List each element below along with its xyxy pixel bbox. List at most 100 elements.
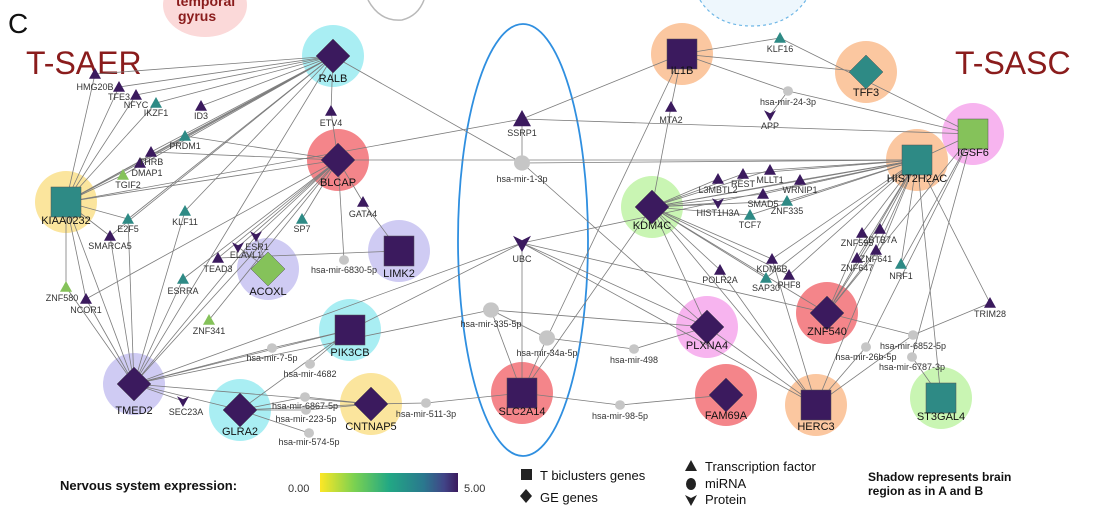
legend-max: 5.00 [464,483,485,495]
node-label-tcf7: TCF7 [739,220,762,230]
edge-kdm4c-znf540 [651,206,828,314]
edge-tmed2-glra2 [133,383,241,411]
node-label-igsf6: IGSF6 [957,147,989,159]
node-label-phf8: PHF8 [777,280,800,290]
brain-outline-shape [367,0,425,21]
node-label-kdm5b: KDM5B [756,264,787,274]
edge-kdm4c-rest [651,173,744,208]
edge-trim28-hsa-mir-6852-5p [912,302,991,336]
edge-kdm4c-polr2a [651,206,721,271]
edge-igsf6-nrf1 [900,133,974,265]
node-hsa-mir-574-5p [304,428,314,438]
edge-tmed2-klf11 [133,210,186,385]
edge-kdm4c-herc3 [651,206,817,406]
edge-ralb-tmed2 [133,55,334,385]
group-label-left: T-SAER [26,45,142,81]
edge-blcap-kiaa0232 [65,159,339,203]
node-label-etv4: ETV4 [320,118,343,128]
node-esr1 [250,231,262,242]
edge-slc2a14-kdm4c [521,206,653,394]
node-hist2h2ac [901,144,933,176]
node-glra2 [222,392,258,428]
node-label-elavl1: ELAVL1 [230,250,262,260]
edge-igsf6-hsa-mir-26b-5p [865,133,974,348]
node-hsa-mir-26b-5p [861,342,871,352]
edge-ralb-tgif2 [122,55,334,176]
node-tcf7 [744,209,756,220]
node-elavl1 [232,242,244,253]
node-rest [737,168,749,179]
node-label-hsa-mir-335-5p: hsa-mir-335-5p [460,319,521,329]
node-polr2a [714,264,726,275]
group-label-right: T-SASC [955,45,1071,81]
edge-hist2h2ac-herc3 [815,159,918,406]
edge-tmed2-ubc [133,242,523,385]
temporal-caption-line1: temporal [176,0,235,9]
node-prdm1 [179,130,191,141]
node-e2f5 [122,213,134,224]
node-label-hsa-mir-511-3p: hsa-mir-511-3p [396,409,456,419]
node-label-hsa-mir-498: hsa-mir-498 [610,355,658,365]
edge-ralb-klf11 [184,55,334,212]
legend-square-marker [521,469,532,480]
node-label-hmg20b: HMG20B [76,82,113,92]
edge-hsa-mir-1-3p-plxna4 [521,162,708,328]
node-label-hsa-mir-26b-5p: hsa-mir-26b-5p [835,352,896,362]
node-label-nrf1: NRF1 [889,271,913,281]
edge-tmed2-ncor1 [85,298,135,385]
edge-kiaa0232-ikzf1 [65,102,157,203]
edge-tmed2-hsa-mir-335-5p [133,309,492,385]
node-znf341 [203,314,215,325]
edge-kiaa0232-hmg20b [65,73,96,203]
node-label-wrnip1: WRNIP1 [782,185,817,195]
edge-ralb-ikzf1 [155,55,334,104]
edge-ralb-hmg20b [94,55,334,75]
edge-herc3-polr2a [719,269,817,406]
edge-il1b-hsa-mir-34a-5p [546,53,683,339]
node-ubc [513,235,531,252]
node-label-znf341: ZNF341 [193,326,226,336]
edge-tmed2-e2f5 [127,218,135,385]
node-herc3 [800,389,832,421]
node-hsa-mir-6867-5p [300,392,310,402]
node-app [764,110,776,121]
node-label-l3mbtl2: L3MBTL2 [698,185,737,195]
node-ralb [315,38,351,74]
dashed-outline-shape [699,0,807,27]
node-kdm5b [766,253,778,264]
node-mllt1 [764,164,776,175]
edge-ubc-znf540 [521,242,828,314]
edge-kiaa0232-prdm1 [65,135,186,203]
node-dmap1 [134,157,146,168]
edge-blcap-hsa-mir-6830-5p [337,159,345,261]
node-tgif2 [117,169,129,180]
edge-znf540-znf595 [826,232,863,314]
node-znf540 [809,295,845,331]
node-label-sap30: SAP30 [752,283,780,293]
node-label-tgif2: TGIF2 [115,180,141,190]
edge-hist2h2ac-znf540 [826,159,918,314]
node-hmg20b [89,68,101,79]
node-label-sp7: SP7 [293,224,310,234]
node-label-hist1h3a: HIST1H3A [696,208,739,218]
legend-triangle-label: Transcription factor [705,459,816,474]
node-znf335 [781,195,793,206]
legend: Nervous system expression: 0.00 5.00 T b… [60,459,1011,507]
node-hsa-mir-6852-5p [908,330,918,340]
node-hsa-mir-1-3p [514,155,530,171]
edge-mta2-kdm4c [651,106,672,208]
node-ikzf1 [150,97,162,108]
node-cntnap5 [353,386,389,422]
node-acoxl [250,251,286,287]
edge-kdm4c-smad5 [651,193,764,208]
node-label-rest: REST [731,179,756,189]
node-label-il1b: IL1B [671,65,694,77]
edge-ralb-id3 [200,55,334,107]
edge-tmed2-cntnap5 [133,383,372,405]
node-mta2 [665,101,677,112]
node-wrnip1 [794,174,806,185]
node-label-smad5: SMAD5 [747,199,778,209]
node-kiaa0232 [50,186,82,218]
edge-blcap-esr1 [255,159,339,237]
